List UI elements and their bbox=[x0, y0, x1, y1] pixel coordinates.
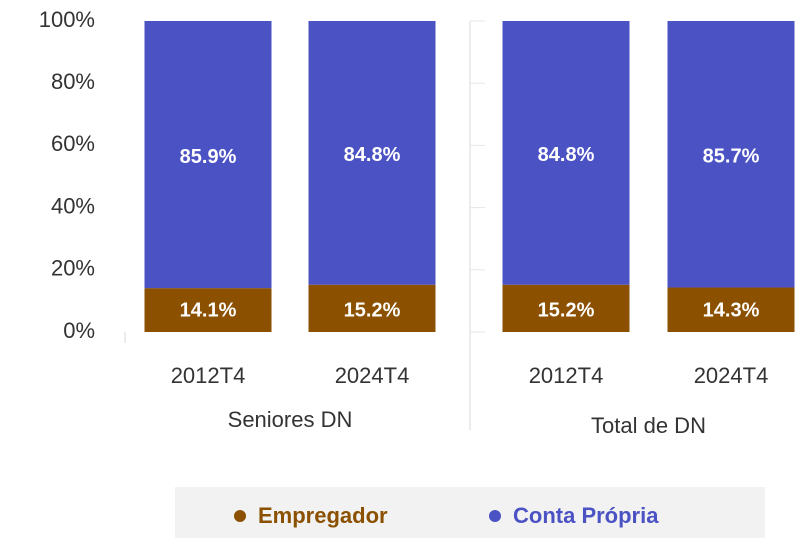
x-tick-label: 2024T4 bbox=[694, 363, 769, 388]
y-tick-label: 0% bbox=[63, 318, 95, 343]
group-label: Total de DN bbox=[591, 413, 706, 438]
bar-segment bbox=[144, 21, 272, 289]
y-tick-label: 20% bbox=[51, 256, 95, 281]
bar-segment bbox=[502, 21, 630, 285]
legend-label: Conta Própria bbox=[513, 503, 659, 528]
data-label: 15.2% bbox=[344, 299, 401, 321]
data-label: 14.1% bbox=[180, 299, 237, 321]
bar-segment bbox=[144, 288, 272, 332]
bar-segment bbox=[667, 21, 795, 288]
legend-marker bbox=[234, 510, 246, 522]
data-label: 84.8% bbox=[344, 144, 401, 166]
bar-segment bbox=[308, 21, 436, 285]
y-tick-label: 80% bbox=[51, 69, 95, 94]
data-label: 85.9% bbox=[180, 146, 237, 168]
x-tick-label: 2012T4 bbox=[529, 363, 604, 388]
bar-segment bbox=[667, 287, 795, 332]
y-tick-label: 100% bbox=[39, 7, 95, 32]
y-tick-label: 40% bbox=[51, 193, 95, 218]
bar-segment bbox=[308, 284, 436, 332]
bar-segment bbox=[502, 284, 630, 332]
legend-marker bbox=[489, 510, 501, 522]
y-tick-label: 60% bbox=[51, 131, 95, 156]
data-label: 85.7% bbox=[703, 146, 760, 168]
legend-label: Empregador bbox=[258, 503, 388, 528]
data-label: 84.8% bbox=[538, 144, 595, 166]
x-tick-label: 2024T4 bbox=[335, 363, 410, 388]
legend-background bbox=[175, 487, 765, 538]
x-tick-label: 2012T4 bbox=[171, 363, 246, 388]
data-label: 15.2% bbox=[538, 299, 595, 321]
data-label: 14.3% bbox=[703, 299, 760, 321]
group-label: Seniores DN bbox=[228, 407, 353, 432]
